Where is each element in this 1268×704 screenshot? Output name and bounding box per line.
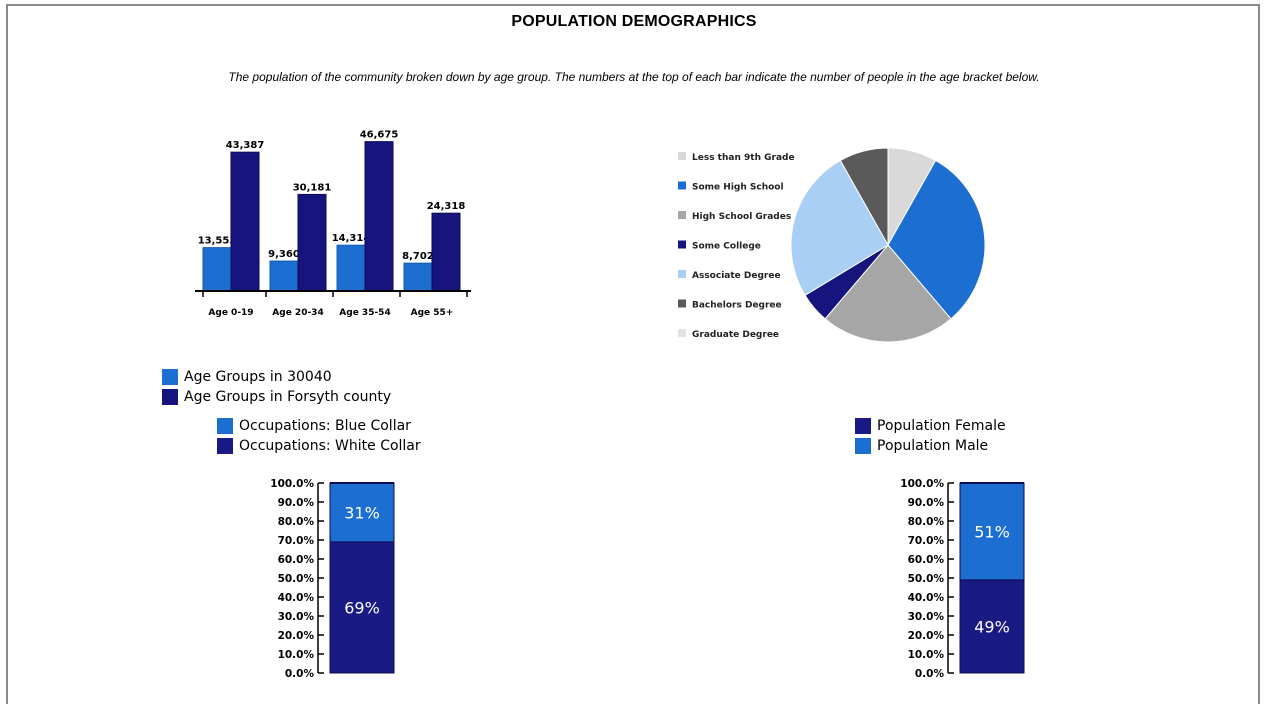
stacked-bar-segment <box>329 482 395 543</box>
population-gender-legend: Population Female Population Male <box>855 416 1006 456</box>
page-title: POPULATION DEMOGRAPHICS <box>511 13 757 30</box>
y-tick-label: 40.0% <box>278 592 315 604</box>
legend-item: Occupations: Blue Collar <box>217 416 421 436</box>
y-tick-label: 10.0% <box>278 649 315 661</box>
data-label: 9,360 <box>268 249 300 260</box>
data-label: 43,387 <box>226 140 265 151</box>
stacked-bar-segment <box>959 482 1025 581</box>
y-tick-label: 90.0% <box>278 497 315 509</box>
legend-swatch <box>855 438 871 454</box>
legend-item: Population Male <box>855 436 1006 456</box>
stacked-bar-segment <box>959 579 1025 674</box>
y-tick-label: 50.0% <box>278 573 315 585</box>
legend-item: Population Female <box>855 416 1006 436</box>
data-label: 14,314 <box>332 233 371 244</box>
gender-stacked-bar-chart: 0.0% 10.0% 20.0% 30.0% 40.0% 50.0% 60.0% 70.0% 8… <box>900 478 1025 680</box>
legend-swatch <box>678 270 686 278</box>
y-tick-label: 80.0% <box>278 516 315 528</box>
bar <box>431 212 461 292</box>
y-tick-label: 40.0% <box>908 592 945 604</box>
bar <box>230 151 260 292</box>
x-tick-label: Age 55+ <box>411 308 454 318</box>
legend-label: Population Male <box>877 438 989 454</box>
legend-label: Graduate Degree <box>692 330 779 340</box>
page-subtitle: The population of the community broken d… <box>228 70 1040 84</box>
x-tick-label: Age 0-19 <box>208 308 253 318</box>
legend-swatch <box>162 389 178 405</box>
y-tick-label: 30.0% <box>278 611 315 623</box>
y-tick-label: 50.0% <box>908 573 945 585</box>
y-tick-label: 0.0% <box>915 668 945 680</box>
pie-slice <box>824 244 952 343</box>
legend-swatch <box>855 418 871 434</box>
legend-swatch <box>217 418 233 434</box>
segment-label: 69% <box>344 598 380 617</box>
bar <box>403 262 433 292</box>
legend-item: Age Groups in 30040 <box>162 367 391 387</box>
bar <box>202 247 232 292</box>
y-tick-label: 0.0% <box>285 668 315 680</box>
data-label: 46,675 <box>360 130 399 141</box>
legend-swatch <box>678 329 686 337</box>
x-tick-label: Age 35-54 <box>339 308 390 318</box>
occupation-stacked-bar-chart: 0.0% 10.0% 20.0% 30.0% 40.0% 50.0% 60.0% 70.0% 8… <box>270 478 395 680</box>
legend-swatch <box>678 211 686 219</box>
legend-label: Age Groups in 30040 <box>184 369 332 385</box>
legend-label: Occupations: White Collar <box>239 438 421 454</box>
legend-swatch <box>678 152 686 160</box>
data-label: 24,318 <box>427 201 466 212</box>
stacked-bar-segment <box>329 541 395 674</box>
legend-swatch <box>678 181 686 190</box>
legend-swatch <box>217 438 233 454</box>
segment-label: 51% <box>974 522 1010 541</box>
y-tick-label: 70.0% <box>278 535 315 547</box>
legend-label: High School Grades <box>692 212 791 222</box>
report-frame <box>6 4 1260 704</box>
segment-label: 31% <box>344 503 380 522</box>
y-tick-label: 30.0% <box>908 611 945 623</box>
data-label: 13,553 <box>198 236 237 247</box>
pie-slice <box>839 147 889 247</box>
legend-label: Population Female <box>877 418 1006 434</box>
legend-swatch <box>678 240 686 249</box>
data-label: 30,181 <box>293 182 332 193</box>
y-tick-label: 80.0% <box>908 516 945 528</box>
legend-label: Occupations: Blue Collar <box>239 418 411 434</box>
y-tick-label: 20.0% <box>278 630 315 642</box>
y-tick-label: 60.0% <box>908 554 945 566</box>
y-tick-label: 100.0% <box>270 478 314 490</box>
y-tick-label: 10.0% <box>908 649 945 661</box>
y-tick-label: 20.0% <box>908 630 945 642</box>
data-label: 8,702 <box>402 251 434 262</box>
bar <box>297 193 327 292</box>
y-tick-label: 100.0% <box>900 478 944 490</box>
legend-label: Some College <box>692 242 761 252</box>
age-group-bar-chart: 13,553 43,387 Age 0-19 9,360 30,181 Age 20-34… <box>195 130 471 318</box>
legend-label: Less than 9th Grade <box>692 153 795 163</box>
legend-label: Associate Degree <box>692 271 781 281</box>
bar <box>269 260 299 292</box>
education-pie-chart: Less than 9th Grade Some High School High … <box>678 147 986 343</box>
x-tick-label: Age 20-34 <box>272 308 323 318</box>
legend-label: Some High School <box>692 183 784 193</box>
y-tick-label: 90.0% <box>908 497 945 509</box>
legend-swatch <box>678 299 686 308</box>
legend-item: Age Groups in Forsyth county <box>162 387 391 407</box>
segment-label: 49% <box>974 617 1010 636</box>
age-chart-legend: Age Groups in 30040 Age Groups in Forsyth… <box>162 367 391 407</box>
legend-label: Age Groups in Forsyth county <box>184 389 392 405</box>
legend-item: Occupations: White Collar <box>217 436 421 456</box>
bar <box>336 244 366 292</box>
y-tick-label: 70.0% <box>908 535 945 547</box>
bar <box>364 141 394 292</box>
legend-swatch <box>162 369 178 385</box>
occupation-legend: Occupations: Blue Collar Occupations: Whi… <box>217 416 421 456</box>
pie-slice <box>887 159 986 320</box>
legend-label: Bachelors Degree <box>692 301 782 311</box>
pie-slice <box>790 159 889 296</box>
y-tick-label: 60.0% <box>278 554 315 566</box>
